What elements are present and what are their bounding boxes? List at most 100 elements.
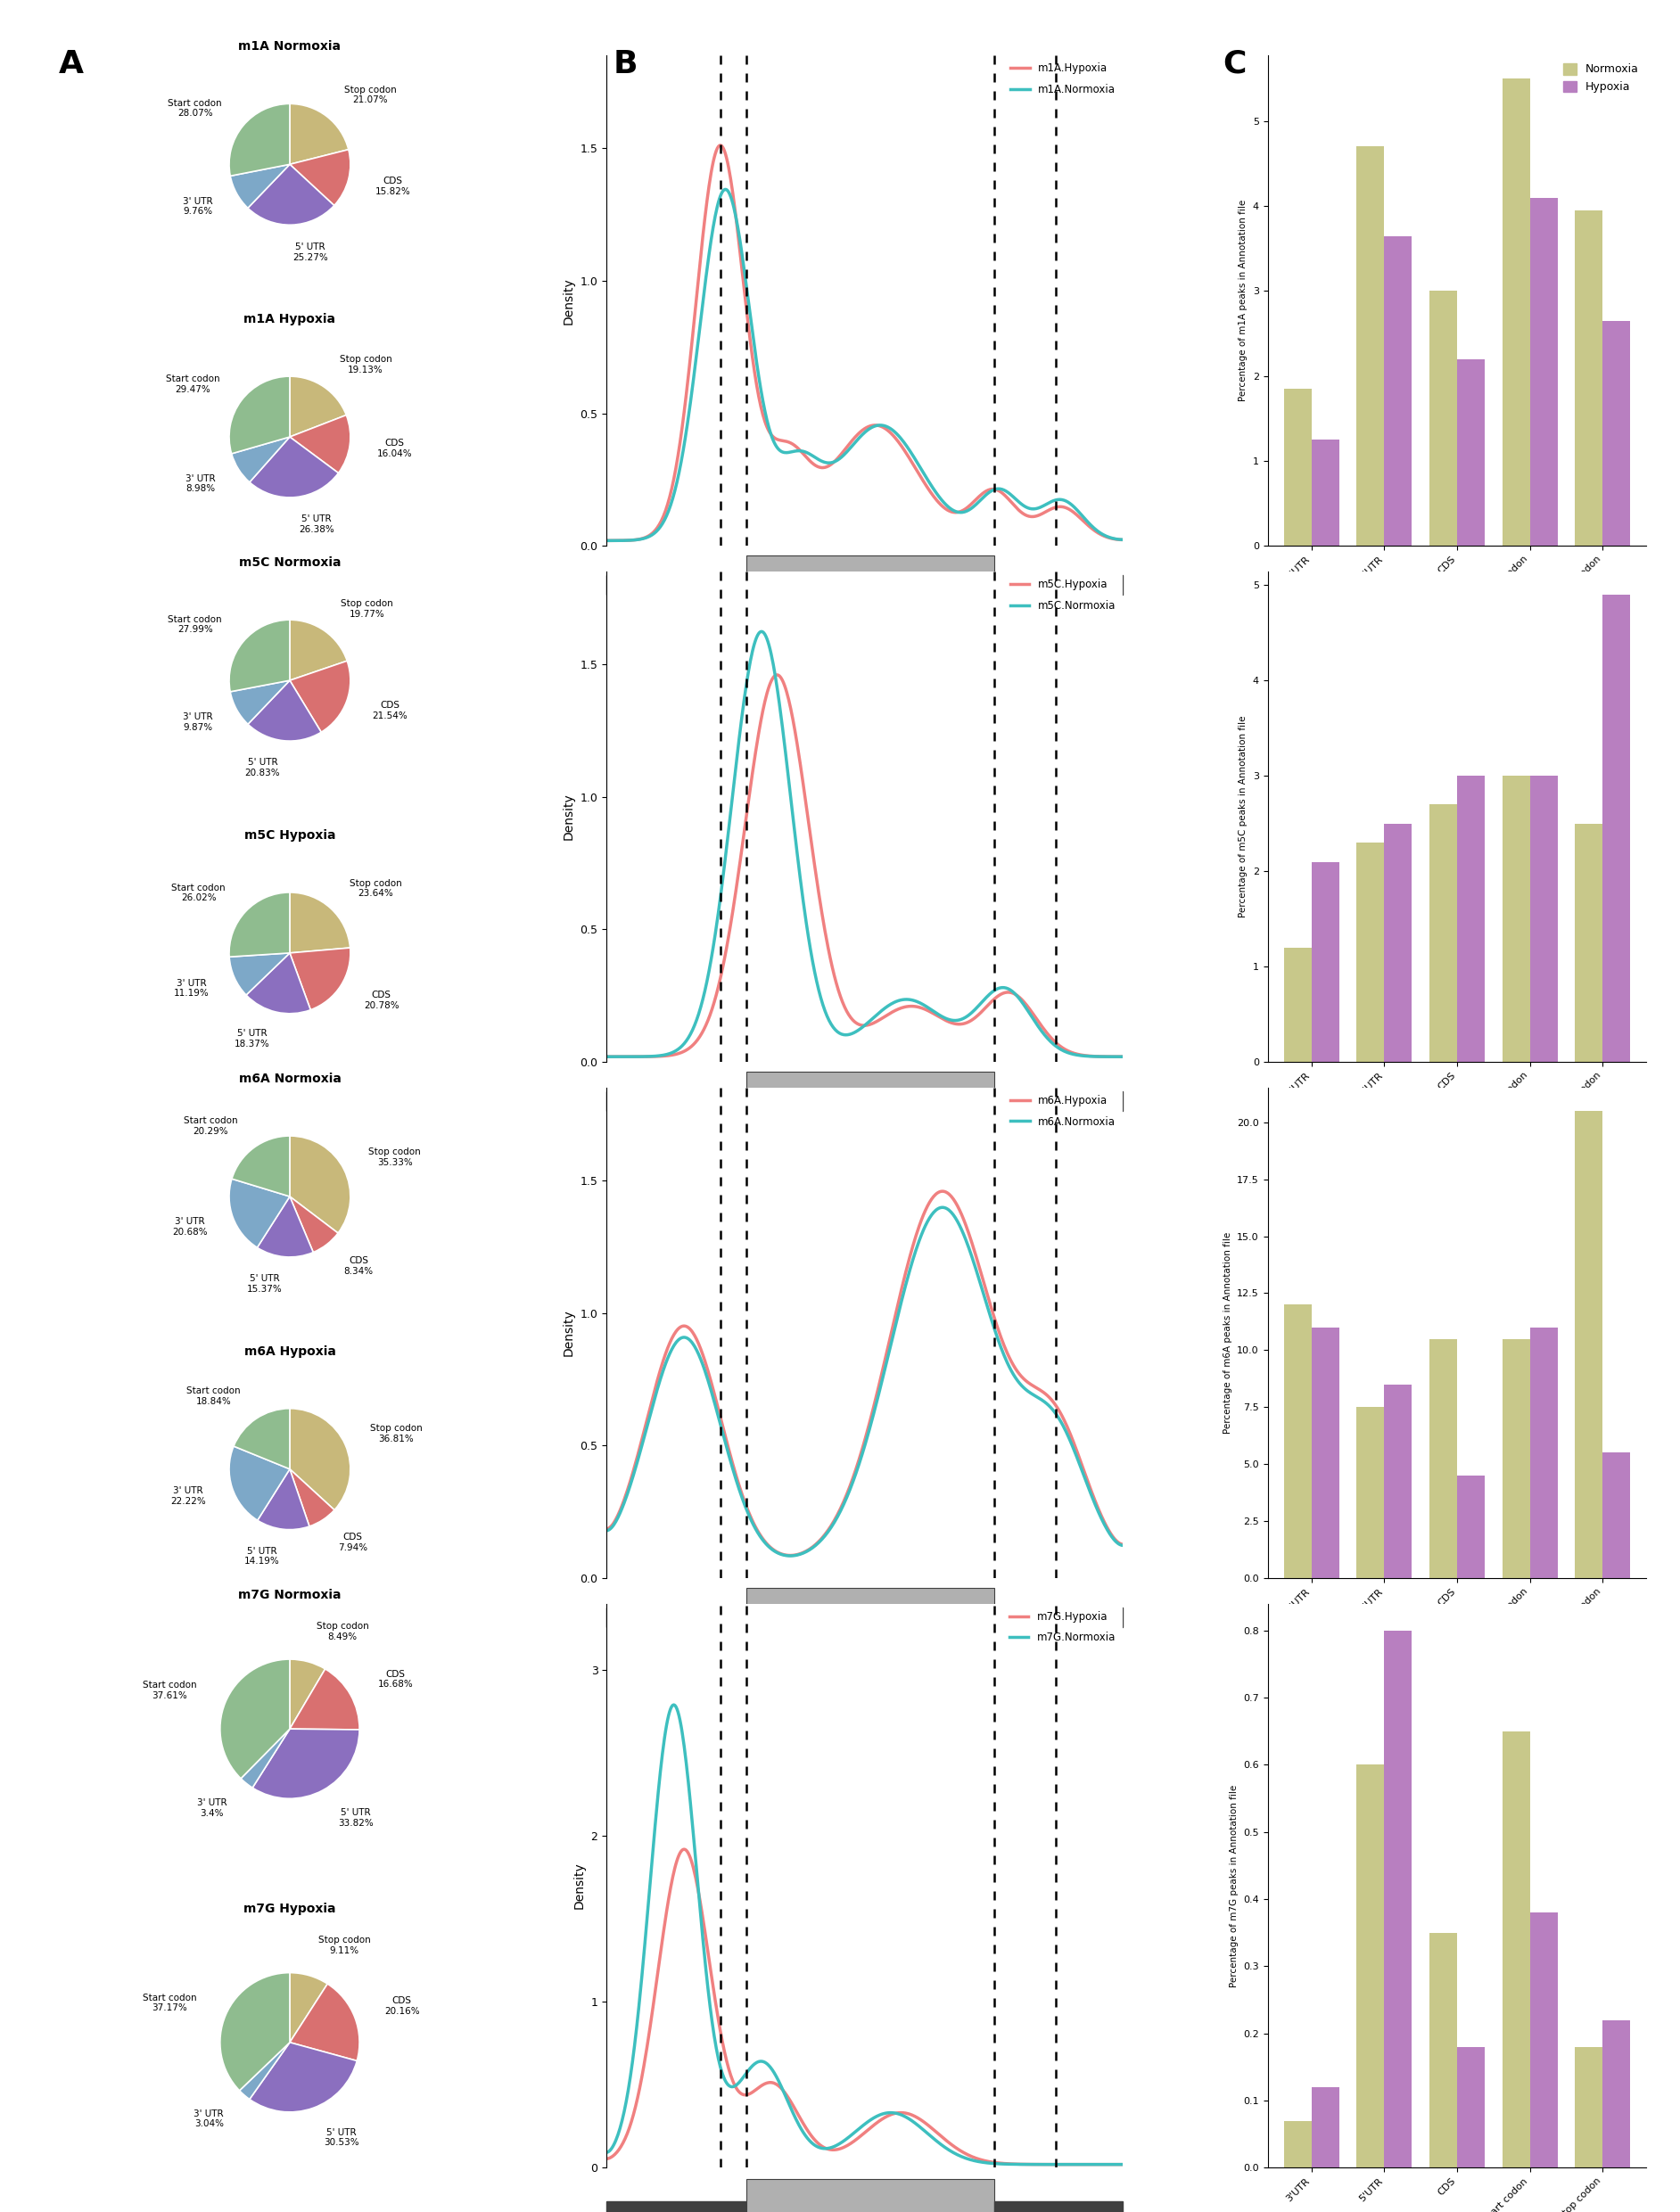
Wedge shape	[228, 1447, 289, 1520]
Bar	[1312, 863, 1339, 1062]
Text: Start codon
27.99%: Start codon 27.99%	[168, 615, 222, 635]
Wedge shape	[230, 164, 289, 208]
m6A.Hypoxia	[1112, 1531, 1132, 1557]
Text: Start codon
29.47%: Start codon 29.47%	[166, 374, 220, 394]
m6A.Normoxia	[877, 1347, 897, 1374]
Bar	[1457, 1475, 1485, 1577]
m6A.Normoxia	[843, 1469, 864, 1495]
Wedge shape	[232, 1137, 289, 1197]
m7G.Normoxia	[1112, 2150, 1132, 2177]
Wedge shape	[249, 164, 334, 226]
Text: Stop codon
21.07%: Stop codon 21.07%	[344, 86, 396, 104]
Text: Start codon
28.07%: Start codon 28.07%	[168, 100, 222, 117]
Bar	[1603, 2020, 1630, 2168]
m1A.Normoxia	[1021, 495, 1042, 522]
FancyBboxPatch shape	[995, 2201, 1122, 2212]
Bar	[1284, 947, 1312, 1062]
m5C.Normoxia	[596, 1044, 617, 1071]
Text: 3' UTR: 3' UTR	[1040, 635, 1077, 646]
Text: CDS
8.34%: CDS 8.34%	[344, 1256, 373, 1276]
FancyBboxPatch shape	[995, 575, 1122, 595]
Wedge shape	[257, 1469, 309, 1531]
m7G.Normoxia	[1021, 2150, 1042, 2177]
m1A.Hypoxia	[711, 133, 731, 159]
Text: Stop codon
36.81%: Stop codon 36.81%	[370, 1425, 423, 1442]
Bar	[1430, 805, 1457, 1062]
Y-axis label: Density: Density	[563, 794, 575, 841]
Wedge shape	[289, 619, 348, 681]
Bar	[1356, 146, 1384, 546]
Wedge shape	[289, 104, 348, 164]
m6A.Hypoxia	[1102, 1524, 1122, 1551]
m5C.Hypoxia	[1112, 1044, 1132, 1071]
Text: 5' UTR: 5' UTR	[659, 635, 694, 646]
Wedge shape	[289, 376, 346, 438]
Wedge shape	[289, 1659, 326, 1730]
Text: 3' UTR
8.98%: 3' UTR 8.98%	[185, 473, 215, 493]
Bar	[1457, 358, 1485, 546]
Legend: Normoxia, Hypoxia: Normoxia, Hypoxia	[1561, 62, 1641, 95]
Text: Stop codon
23.64%: Stop codon 23.64%	[349, 878, 402, 898]
m1A.Normoxia	[843, 431, 864, 458]
Text: 5' UTR: 5' UTR	[659, 1150, 694, 1161]
Bar	[1384, 823, 1411, 1062]
m6A.Normoxia	[906, 1239, 926, 1265]
Text: 3' UTR
9.76%: 3' UTR 9.76%	[183, 197, 213, 217]
Text: B: B	[613, 49, 638, 80]
Wedge shape	[240, 2042, 289, 2099]
Line: m5C.Normoxia: m5C.Normoxia	[606, 633, 1122, 1057]
Wedge shape	[289, 1409, 351, 1511]
FancyBboxPatch shape	[746, 2179, 995, 2212]
FancyBboxPatch shape	[995, 1608, 1122, 1628]
m1A.Hypoxia	[1102, 524, 1122, 551]
m7G.Normoxia	[906, 2110, 926, 2137]
m7G.Hypoxia	[877, 2104, 897, 2130]
Bar	[1430, 1933, 1457, 2168]
Text: 5' UTR: 5' UTR	[659, 1666, 694, 1679]
Wedge shape	[228, 953, 289, 995]
Bar	[1502, 776, 1530, 1062]
m7G.Hypoxia	[1102, 2150, 1122, 2177]
FancyBboxPatch shape	[746, 1588, 995, 1646]
m6A.Normoxia	[1102, 1524, 1122, 1551]
Legend: m5C.Hypoxia, m5C.Normoxia: m5C.Hypoxia, m5C.Normoxia	[1008, 577, 1117, 613]
Wedge shape	[228, 1179, 289, 1248]
m5C.Hypoxia	[1102, 1044, 1122, 1071]
Line: m1A.Hypoxia: m1A.Hypoxia	[606, 146, 1122, 540]
Wedge shape	[240, 1730, 289, 1787]
Wedge shape	[289, 416, 351, 473]
Text: 5' UTR
30.53%: 5' UTR 30.53%	[324, 2128, 360, 2148]
Text: C: C	[1223, 49, 1247, 80]
m5C.Hypoxia	[877, 1002, 897, 1029]
Title: m1A Normoxia: m1A Normoxia	[239, 40, 341, 53]
Wedge shape	[220, 1659, 289, 1778]
Bar	[1284, 2121, 1312, 2168]
Wedge shape	[232, 438, 289, 482]
Text: CDS
20.78%: CDS 20.78%	[365, 991, 400, 1011]
m6A.Hypoxia	[781, 1542, 801, 1568]
Bar	[1356, 1765, 1384, 2168]
Y-axis label: Density: Density	[573, 1863, 586, 1909]
Bar	[1502, 80, 1530, 546]
Text: Start codon
18.84%: Start codon 18.84%	[186, 1387, 240, 1407]
Text: CDS
16.04%: CDS 16.04%	[376, 440, 412, 458]
m7G.Normoxia	[664, 1692, 684, 1719]
m6A.Hypoxia	[847, 1455, 867, 1482]
Legend: m6A.Hypoxia, m6A.Normoxia: m6A.Hypoxia, m6A.Normoxia	[1008, 1093, 1117, 1130]
Wedge shape	[247, 953, 311, 1013]
m1A.Normoxia	[596, 526, 617, 553]
m7G.Hypoxia	[843, 2128, 864, 2154]
Wedge shape	[252, 1730, 360, 1798]
Text: 3' UTR
9.87%: 3' UTR 9.87%	[183, 712, 213, 732]
Bar	[1312, 1327, 1339, 1577]
Bar	[1430, 1338, 1457, 1577]
Text: Start codon
20.29%: Start codon 20.29%	[183, 1117, 237, 1135]
FancyBboxPatch shape	[606, 1608, 746, 1628]
Text: A: A	[59, 49, 84, 80]
m7G.Hypoxia	[674, 1836, 694, 1863]
m6A.Normoxia	[932, 1194, 953, 1221]
m1A.Hypoxia	[847, 422, 867, 449]
m6A.Hypoxia	[596, 1515, 617, 1542]
Bar	[1312, 440, 1339, 546]
Text: 5' UTR
25.27%: 5' UTR 25.27%	[292, 243, 328, 261]
